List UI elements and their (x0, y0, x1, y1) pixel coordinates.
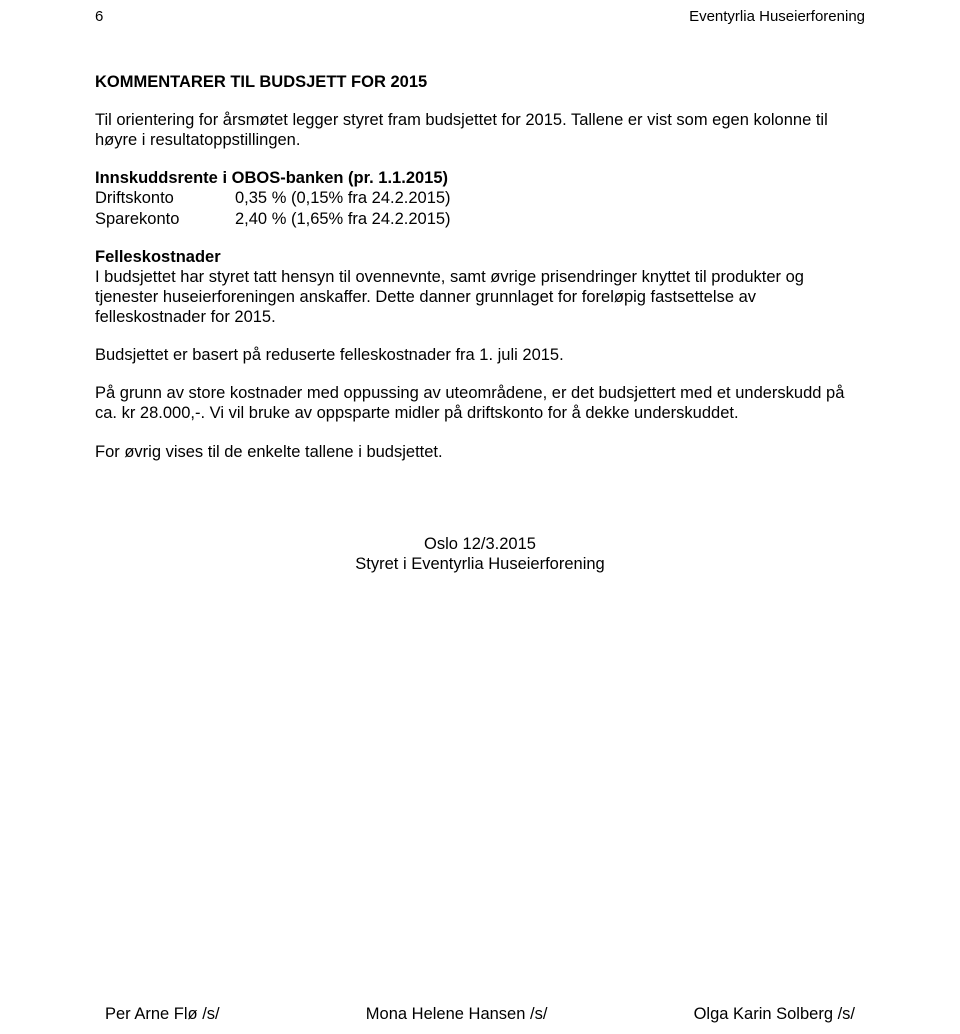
signature-block: Oslo 12/3.2015 Styret i Eventyrlia Husei… (95, 534, 865, 574)
org-name: Eventyrlia Huseierforening (689, 8, 865, 25)
costs-heading: Felleskostnader (95, 247, 865, 267)
costs-paragraph: I budsjettet har styret tatt hensyn til … (95, 267, 865, 327)
rate-value: 0,35 % (0,15% fra 24.2.2015) (235, 188, 451, 208)
rate-value: 2,40 % (1,65% fra 24.2.2015) (235, 209, 451, 229)
page-header: 6 Eventyrlia Huseierforening (95, 0, 865, 25)
closing-paragraph: For øvrig vises til de enkelte tallene i… (95, 442, 865, 462)
date-place: Oslo 12/3.2015 (95, 534, 865, 554)
signature: Per Arne Flø /s/ (105, 1005, 220, 1024)
intro-paragraph: Til orientering for årsmøtet legger styr… (95, 110, 865, 150)
signatures-row: Per Arne Flø /s/ Mona Helene Hansen /s/ … (95, 1005, 865, 1024)
rate-label: Sparekonto (95, 209, 235, 229)
reduced-paragraph: Budsjettet er basert på reduserte felles… (95, 345, 865, 365)
rate-table: Driftskonto 0,35 % (0,15% fra 24.2.2015)… (95, 188, 865, 228)
page-number: 6 (95, 8, 103, 25)
rate-label: Driftskonto (95, 188, 235, 208)
signature: Olga Karin Solberg /s/ (694, 1005, 855, 1024)
bank-rate-heading: Innskuddsrente i OBOS-banken (pr. 1.1.20… (95, 168, 865, 188)
document-title: KOMMENTARER TIL BUDSJETT FOR 2015 (95, 73, 865, 92)
rate-row: Sparekonto 2,40 % (1,65% fra 24.2.2015) (95, 209, 865, 229)
board-line: Styret i Eventyrlia Huseierforening (95, 554, 865, 574)
deficit-paragraph: På grunn av store kostnader med oppussin… (95, 383, 865, 423)
signature: Mona Helene Hansen /s/ (366, 1005, 548, 1024)
rate-row: Driftskonto 0,35 % (0,15% fra 24.2.2015) (95, 188, 865, 208)
